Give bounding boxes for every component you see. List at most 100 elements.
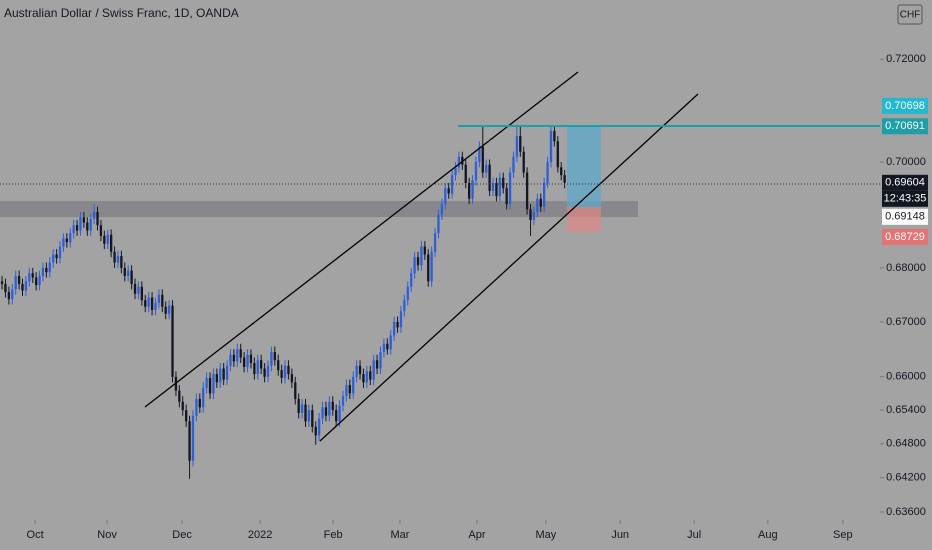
candle-body (338, 405, 341, 422)
x-tick-label: Sep (833, 529, 853, 541)
candle-body (341, 396, 345, 406)
price-tag-label: 0.69148 (885, 211, 925, 223)
candle-body (440, 204, 444, 215)
y-tick-label: 0.64800 (886, 438, 926, 450)
candle-body (396, 321, 399, 328)
candle-body (86, 222, 89, 231)
y-tick-label: 0.63600 (886, 506, 926, 518)
candle-body (307, 410, 311, 422)
candle-body (72, 225, 75, 234)
candle-body (41, 267, 45, 276)
y-tick-label: 0.70000 (886, 156, 926, 168)
candle-body (406, 286, 409, 301)
candle-body (164, 306, 167, 314)
x-tick-label: Dec (172, 529, 192, 541)
candle-body (82, 217, 86, 223)
price-tag-label: 0.68729 (885, 231, 925, 243)
candle-body (123, 267, 126, 276)
candle-body (372, 360, 375, 380)
candle-body (508, 172, 512, 205)
candle-body (21, 284, 24, 291)
candle-body (17, 275, 21, 285)
candle-body (283, 365, 287, 378)
candle-body (89, 218, 92, 231)
candle-body (236, 349, 239, 362)
candle-body (185, 410, 188, 422)
candle-body (253, 363, 256, 375)
candle-body (369, 371, 372, 380)
candle-body (96, 211, 99, 226)
candle-body (208, 377, 212, 394)
candle-body (474, 162, 478, 181)
candle-body (512, 156, 515, 173)
candle-body (52, 254, 55, 263)
candle-body (140, 286, 143, 301)
channel-lower (319, 93, 699, 442)
candle-body (31, 273, 34, 278)
candle-body (103, 235, 106, 244)
currency[interactable]: CHF (900, 10, 921, 21)
candle-body (375, 360, 379, 369)
candle-body (287, 365, 290, 375)
candle-body (167, 305, 171, 314)
candle-body (222, 368, 225, 380)
candle-body (212, 374, 215, 394)
candle-body (195, 398, 198, 416)
candle-body (420, 246, 423, 266)
candle-body (202, 387, 205, 408)
candle-body (488, 164, 491, 191)
candle-body (297, 398, 300, 413)
candle-body (0, 281, 4, 285)
candle-body (386, 343, 389, 350)
candle-body (515, 136, 519, 157)
candle-body (539, 198, 542, 207)
y-tick-label: 0.66000 (886, 371, 926, 383)
candle-body (188, 421, 191, 461)
candle-body (437, 214, 440, 234)
candle-body (48, 262, 51, 273)
candle-body (324, 407, 328, 416)
candle-body (433, 233, 437, 252)
price-tag (882, 118, 928, 135)
stop-zone (567, 207, 601, 232)
candle-body (109, 234, 113, 252)
x-tick-label: Oct (27, 529, 44, 541)
candle-body (430, 251, 433, 282)
candle-body (28, 273, 31, 282)
candle-body (481, 146, 484, 173)
candle-body (321, 407, 324, 419)
candle-body (198, 398, 201, 408)
candle-body (300, 404, 304, 413)
candle-body (427, 254, 430, 282)
candle-body (563, 175, 566, 183)
candle-body (260, 360, 263, 369)
candle-body (232, 354, 236, 362)
candle-body (328, 401, 331, 416)
candle-body (225, 365, 229, 380)
candle-body (113, 251, 116, 263)
y-tick-label: 0.68000 (886, 262, 926, 274)
candle-body (181, 401, 184, 411)
candle-body (410, 273, 413, 287)
candle-body (464, 164, 467, 184)
candle-body (457, 156, 461, 168)
candle-body (157, 294, 161, 303)
candle-body (34, 277, 38, 286)
candle-body (24, 281, 28, 291)
candle-body (355, 365, 358, 377)
candle-body (178, 390, 181, 402)
candle-body (242, 357, 246, 367)
candle-body (348, 385, 351, 394)
candle-body (505, 188, 508, 205)
currency-box[interactable] (897, 4, 923, 25)
x-tick-label: 2022 (248, 529, 272, 541)
candle-body (379, 352, 382, 369)
x-tick-label: Feb (324, 529, 343, 541)
candle-body (4, 284, 7, 293)
candle-body (553, 130, 556, 142)
candle-body (536, 198, 539, 212)
candle-body (62, 238, 65, 247)
candle-body (311, 410, 314, 427)
